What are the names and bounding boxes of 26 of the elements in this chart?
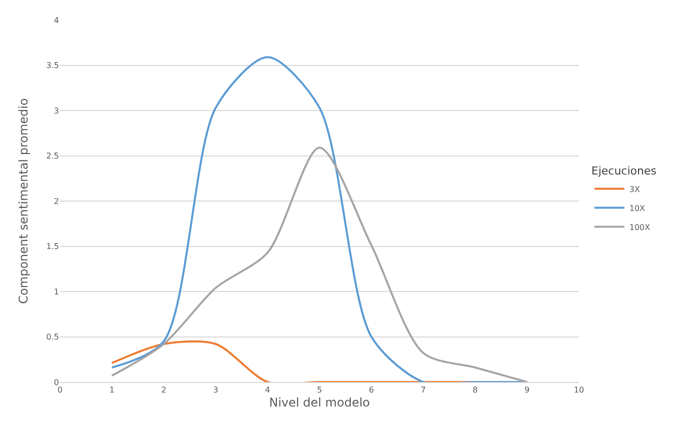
x-tick-label: 1 <box>109 386 114 395</box>
y-tick-label: 1.5 <box>46 242 59 252</box>
x-tick-label: 2 <box>161 386 166 395</box>
line-series <box>110 146 528 382</box>
x-tick-label: 6 <box>368 386 374 395</box>
y-tick-label: 2.5 <box>46 152 59 161</box>
y-tick-label: 0.5 <box>46 332 59 342</box>
x-tick-label: 5 <box>316 386 322 395</box>
x-tick-label: 9 <box>524 386 530 395</box>
x-tick-label: 3 <box>213 386 218 395</box>
y-tick-label: 2 <box>54 196 59 206</box>
y-tick-label: 4 <box>54 16 59 25</box>
x-tick-label: 10 <box>574 386 584 395</box>
y-tick-label: 1 <box>54 287 59 296</box>
x-tick-label: 7 <box>420 386 426 395</box>
legend-label: 10X <box>629 204 646 213</box>
x-tick-label: 8 <box>472 386 478 395</box>
y-tick-label: 0 <box>54 378 59 387</box>
legend-title: Ejecuciones <box>591 164 657 178</box>
y-axis-title: Component sentimental promedio <box>16 98 31 304</box>
legend-label: 3X <box>629 184 640 194</box>
y-tick-label: 3 <box>54 106 59 116</box>
legend-label: 100X <box>629 222 651 232</box>
x-tick-label: 4 <box>265 386 270 395</box>
x-axis-title: Nivel del modelo <box>269 396 370 410</box>
y-tick-label: 3.5 <box>46 61 59 70</box>
